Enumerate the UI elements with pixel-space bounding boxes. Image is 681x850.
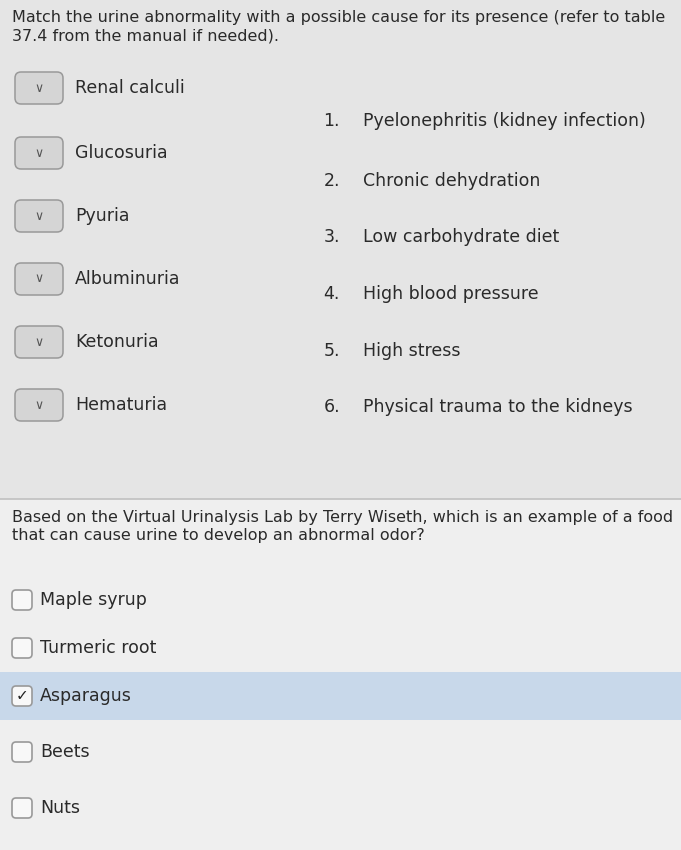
- Text: Chronic dehydration: Chronic dehydration: [363, 172, 541, 190]
- Text: Turmeric root: Turmeric root: [40, 639, 157, 657]
- FancyBboxPatch shape: [15, 263, 63, 295]
- FancyBboxPatch shape: [15, 326, 63, 358]
- Text: ∨: ∨: [35, 146, 44, 160]
- FancyBboxPatch shape: [12, 742, 32, 762]
- FancyBboxPatch shape: [12, 638, 32, 658]
- Text: ∨: ∨: [35, 209, 44, 223]
- FancyBboxPatch shape: [12, 686, 32, 706]
- FancyBboxPatch shape: [12, 798, 32, 818]
- Text: High stress: High stress: [363, 342, 460, 360]
- Text: Beets: Beets: [40, 743, 90, 761]
- Text: 37.4 from the manual if needed).: 37.4 from the manual if needed).: [12, 28, 279, 43]
- Text: Albuminuria: Albuminuria: [75, 270, 180, 288]
- Text: Based on the Virtual Urinalysis Lab by Terry Wiseth, which is an example of a fo: Based on the Virtual Urinalysis Lab by T…: [12, 510, 673, 525]
- Text: High blood pressure: High blood pressure: [363, 285, 539, 303]
- FancyBboxPatch shape: [15, 137, 63, 169]
- Text: Low carbohydrate diet: Low carbohydrate diet: [363, 228, 559, 246]
- Text: 4.: 4.: [323, 285, 340, 303]
- Text: Physical trauma to the kidneys: Physical trauma to the kidneys: [363, 398, 633, 416]
- Text: 5.: 5.: [323, 342, 340, 360]
- Bar: [0, 499, 681, 850]
- Text: ∨: ∨: [35, 82, 44, 94]
- Text: ✓: ✓: [16, 688, 29, 704]
- Text: Ketonuria: Ketonuria: [75, 333, 159, 351]
- Text: 2.: 2.: [323, 172, 340, 190]
- Text: Glucosuria: Glucosuria: [75, 144, 168, 162]
- Bar: [0, 0, 681, 499]
- Text: Maple syrup: Maple syrup: [40, 591, 147, 609]
- Text: Match the urine abnormality with a possible cause for its presence (refer to tab: Match the urine abnormality with a possi…: [12, 10, 665, 25]
- FancyBboxPatch shape: [15, 200, 63, 232]
- FancyBboxPatch shape: [15, 72, 63, 104]
- Text: Pyuria: Pyuria: [75, 207, 129, 225]
- FancyBboxPatch shape: [12, 590, 32, 610]
- Text: ∨: ∨: [35, 273, 44, 286]
- Text: Pyelonephritis (kidney infection): Pyelonephritis (kidney infection): [363, 112, 646, 130]
- Text: Renal calculi: Renal calculi: [75, 79, 185, 97]
- FancyBboxPatch shape: [15, 389, 63, 421]
- Text: 1.: 1.: [323, 112, 340, 130]
- Text: Hematuria: Hematuria: [75, 396, 167, 414]
- Text: ∨: ∨: [35, 336, 44, 348]
- Text: 6.: 6.: [323, 398, 340, 416]
- Text: Asparagus: Asparagus: [40, 687, 132, 705]
- Text: that can cause urine to develop an abnormal odor?: that can cause urine to develop an abnor…: [12, 528, 425, 543]
- Text: Nuts: Nuts: [40, 799, 80, 817]
- Bar: [0, 672, 681, 720]
- Text: ∨: ∨: [35, 399, 44, 411]
- Text: 3.: 3.: [323, 228, 340, 246]
